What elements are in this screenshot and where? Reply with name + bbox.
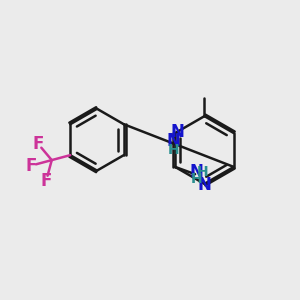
Text: N: N (166, 132, 180, 150)
Text: H: H (191, 172, 203, 187)
Text: N: N (171, 123, 184, 141)
Text: N: N (197, 176, 212, 194)
Text: N: N (190, 163, 203, 181)
Text: F: F (32, 135, 44, 153)
Text: H: H (167, 143, 179, 157)
Text: F: F (40, 172, 52, 190)
Text: H: H (197, 165, 208, 179)
Text: F: F (25, 157, 37, 175)
